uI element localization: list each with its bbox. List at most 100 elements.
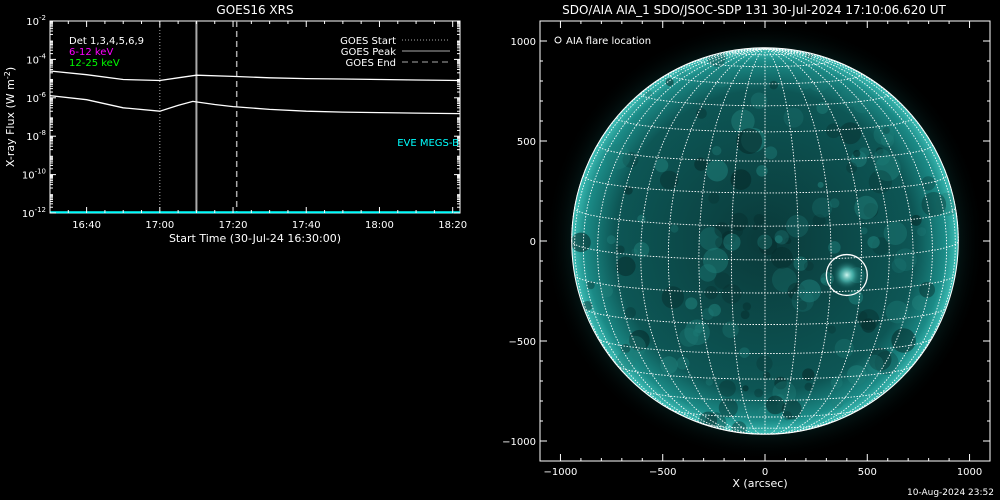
solar-texture-patch [910, 214, 922, 226]
goes-x-tick-label: 17:40 [292, 220, 321, 231]
goes-chart-title: GOES16 XRS [216, 3, 293, 17]
solar-texture-patch [676, 356, 690, 370]
latitude-grid-line [583, 307, 947, 325]
solar-texture-patch [854, 195, 878, 220]
goes-series-1-line [49, 70, 461, 82]
aia-y-tick-label: −1000 [502, 437, 536, 448]
solar-texture-patch [848, 289, 864, 305]
goes-y-tick-label: 10-12 [22, 206, 46, 220]
solar-texture-patch [582, 300, 593, 311]
solar-texture-patch [891, 328, 916, 353]
goes-series-group [49, 70, 461, 214]
solar-texture-patch [736, 128, 763, 155]
longitude-grid-line [574, 48, 766, 410]
goes-legend-right: GOES Start GOES Peak GOES End [340, 36, 450, 69]
solar-texture-patch [616, 256, 636, 277]
longitude-grid-line [667, 48, 766, 435]
solar-texture-patch [702, 247, 729, 274]
solar-texture-patch [774, 235, 783, 244]
solar-texture-patch [665, 78, 674, 87]
goes-y-tick-base: 10 [22, 171, 35, 182]
solar-texture-patch [740, 310, 750, 320]
goes-y-tick-label: 10-10 [22, 168, 46, 182]
aia-legend-label: AIA flare location [566, 36, 651, 47]
solar-texture-patch [802, 368, 815, 381]
solar-texture-patch [730, 169, 752, 190]
longitude-grid-line [698, 48, 766, 435]
solar-texture-patch [616, 351, 636, 372]
footer-timestamp: 10-Aug-2024 23:52 [907, 488, 994, 498]
solar-texture-patch [857, 311, 868, 322]
aia-image-chart: SDO/AIA AIA_1 SDO/JSOC-SDP 131 30-Jul-20… [502, 3, 991, 490]
aia-y-axis: 1000 500 0 −500 −1000 [502, 20, 990, 462]
solar-texture-patch [706, 159, 728, 182]
solar-texture-patch [894, 248, 917, 271]
solar-texture-patch [622, 151, 639, 168]
longitude-grid-line [764, 48, 933, 432]
solar-texture-patch [911, 295, 928, 311]
solar-texture-patch [715, 236, 727, 249]
solar-texture-patch [708, 303, 721, 317]
solar-texture-patch [692, 329, 701, 337]
solar-texture-patch [853, 149, 861, 158]
flare-bright-region [832, 260, 862, 290]
goes-y-tick-exp: -8 [39, 129, 46, 137]
solar-texture-patch [699, 227, 723, 251]
solar-texture-patch [803, 261, 814, 272]
solar-texture-patch [721, 283, 742, 304]
goes-x-axis: 16:40 17:00 17:20 17:40 18:00 18:20 [49, 21, 467, 231]
solar-texture-patch [874, 155, 901, 182]
solar-texture-patch [670, 224, 679, 233]
solar-texture-patch [586, 281, 595, 290]
solar-texture-patch [880, 133, 895, 148]
goes-y-tick-base: 10 [26, 94, 39, 105]
solar-texture-patch [571, 232, 591, 253]
solar-texture-patch [781, 399, 802, 420]
longitude-grid-line [764, 48, 800, 435]
solar-texture-patch [771, 267, 797, 293]
solar-texture-patch [752, 223, 759, 231]
solar-texture-patch [827, 325, 836, 334]
aia-x-tick-label: −500 [649, 467, 676, 478]
latitude-grid-line [597, 338, 933, 354]
eve-megs-label: EVE MEGS-B [397, 138, 459, 149]
solar-texture-patch [883, 221, 908, 245]
goes-y-tick-exp: -4 [39, 52, 47, 60]
solar-texture-patch [867, 236, 880, 249]
solar-texture-patch [730, 224, 743, 238]
solar-texture-patch [632, 351, 642, 361]
legend-6-12kev: 6-12 keV [69, 47, 113, 58]
solar-texture-patch [708, 192, 720, 204]
solar-texture-patch [919, 281, 936, 298]
solar-texture-patch [873, 124, 894, 145]
solar-texture-patch [784, 237, 792, 245]
solar-texture-patch [831, 396, 844, 409]
solar-texture-patch [771, 246, 793, 269]
solar-texture-patch [865, 354, 884, 373]
goes-x-tick-label: 18:00 [365, 220, 394, 231]
solar-texture-patch [921, 192, 947, 217]
aia-y-tick-label: 0 [530, 237, 536, 248]
goes-y-tick-exp: -2 [39, 14, 46, 22]
solar-texture-patch [722, 321, 739, 338]
solar-texture-patch [774, 230, 789, 245]
solar-texture-patch [661, 286, 685, 309]
solar-texture-patch [820, 277, 827, 284]
solar-texture-patch [718, 398, 738, 418]
solar-texture-patch [791, 289, 814, 312]
solar-texture-patch [624, 307, 636, 319]
goes-legend-left: Det 1,3,4,5,6,9 6-12 keV 12-25 keV [69, 36, 144, 69]
solar-limb [571, 47, 959, 435]
solar-texture-patch [754, 388, 764, 398]
goes-y-tick-label: 10-8 [26, 129, 46, 143]
longitude-grid-line [764, 48, 832, 435]
solar-texture-patch [696, 108, 707, 119]
solar-texture-patch [828, 241, 841, 254]
solar-texture-patch [742, 385, 749, 392]
solar-texture-patch [753, 213, 765, 225]
solar-texture-patch [756, 165, 768, 177]
solar-texture-patch [868, 347, 892, 371]
solar-texture-patch [659, 170, 679, 190]
